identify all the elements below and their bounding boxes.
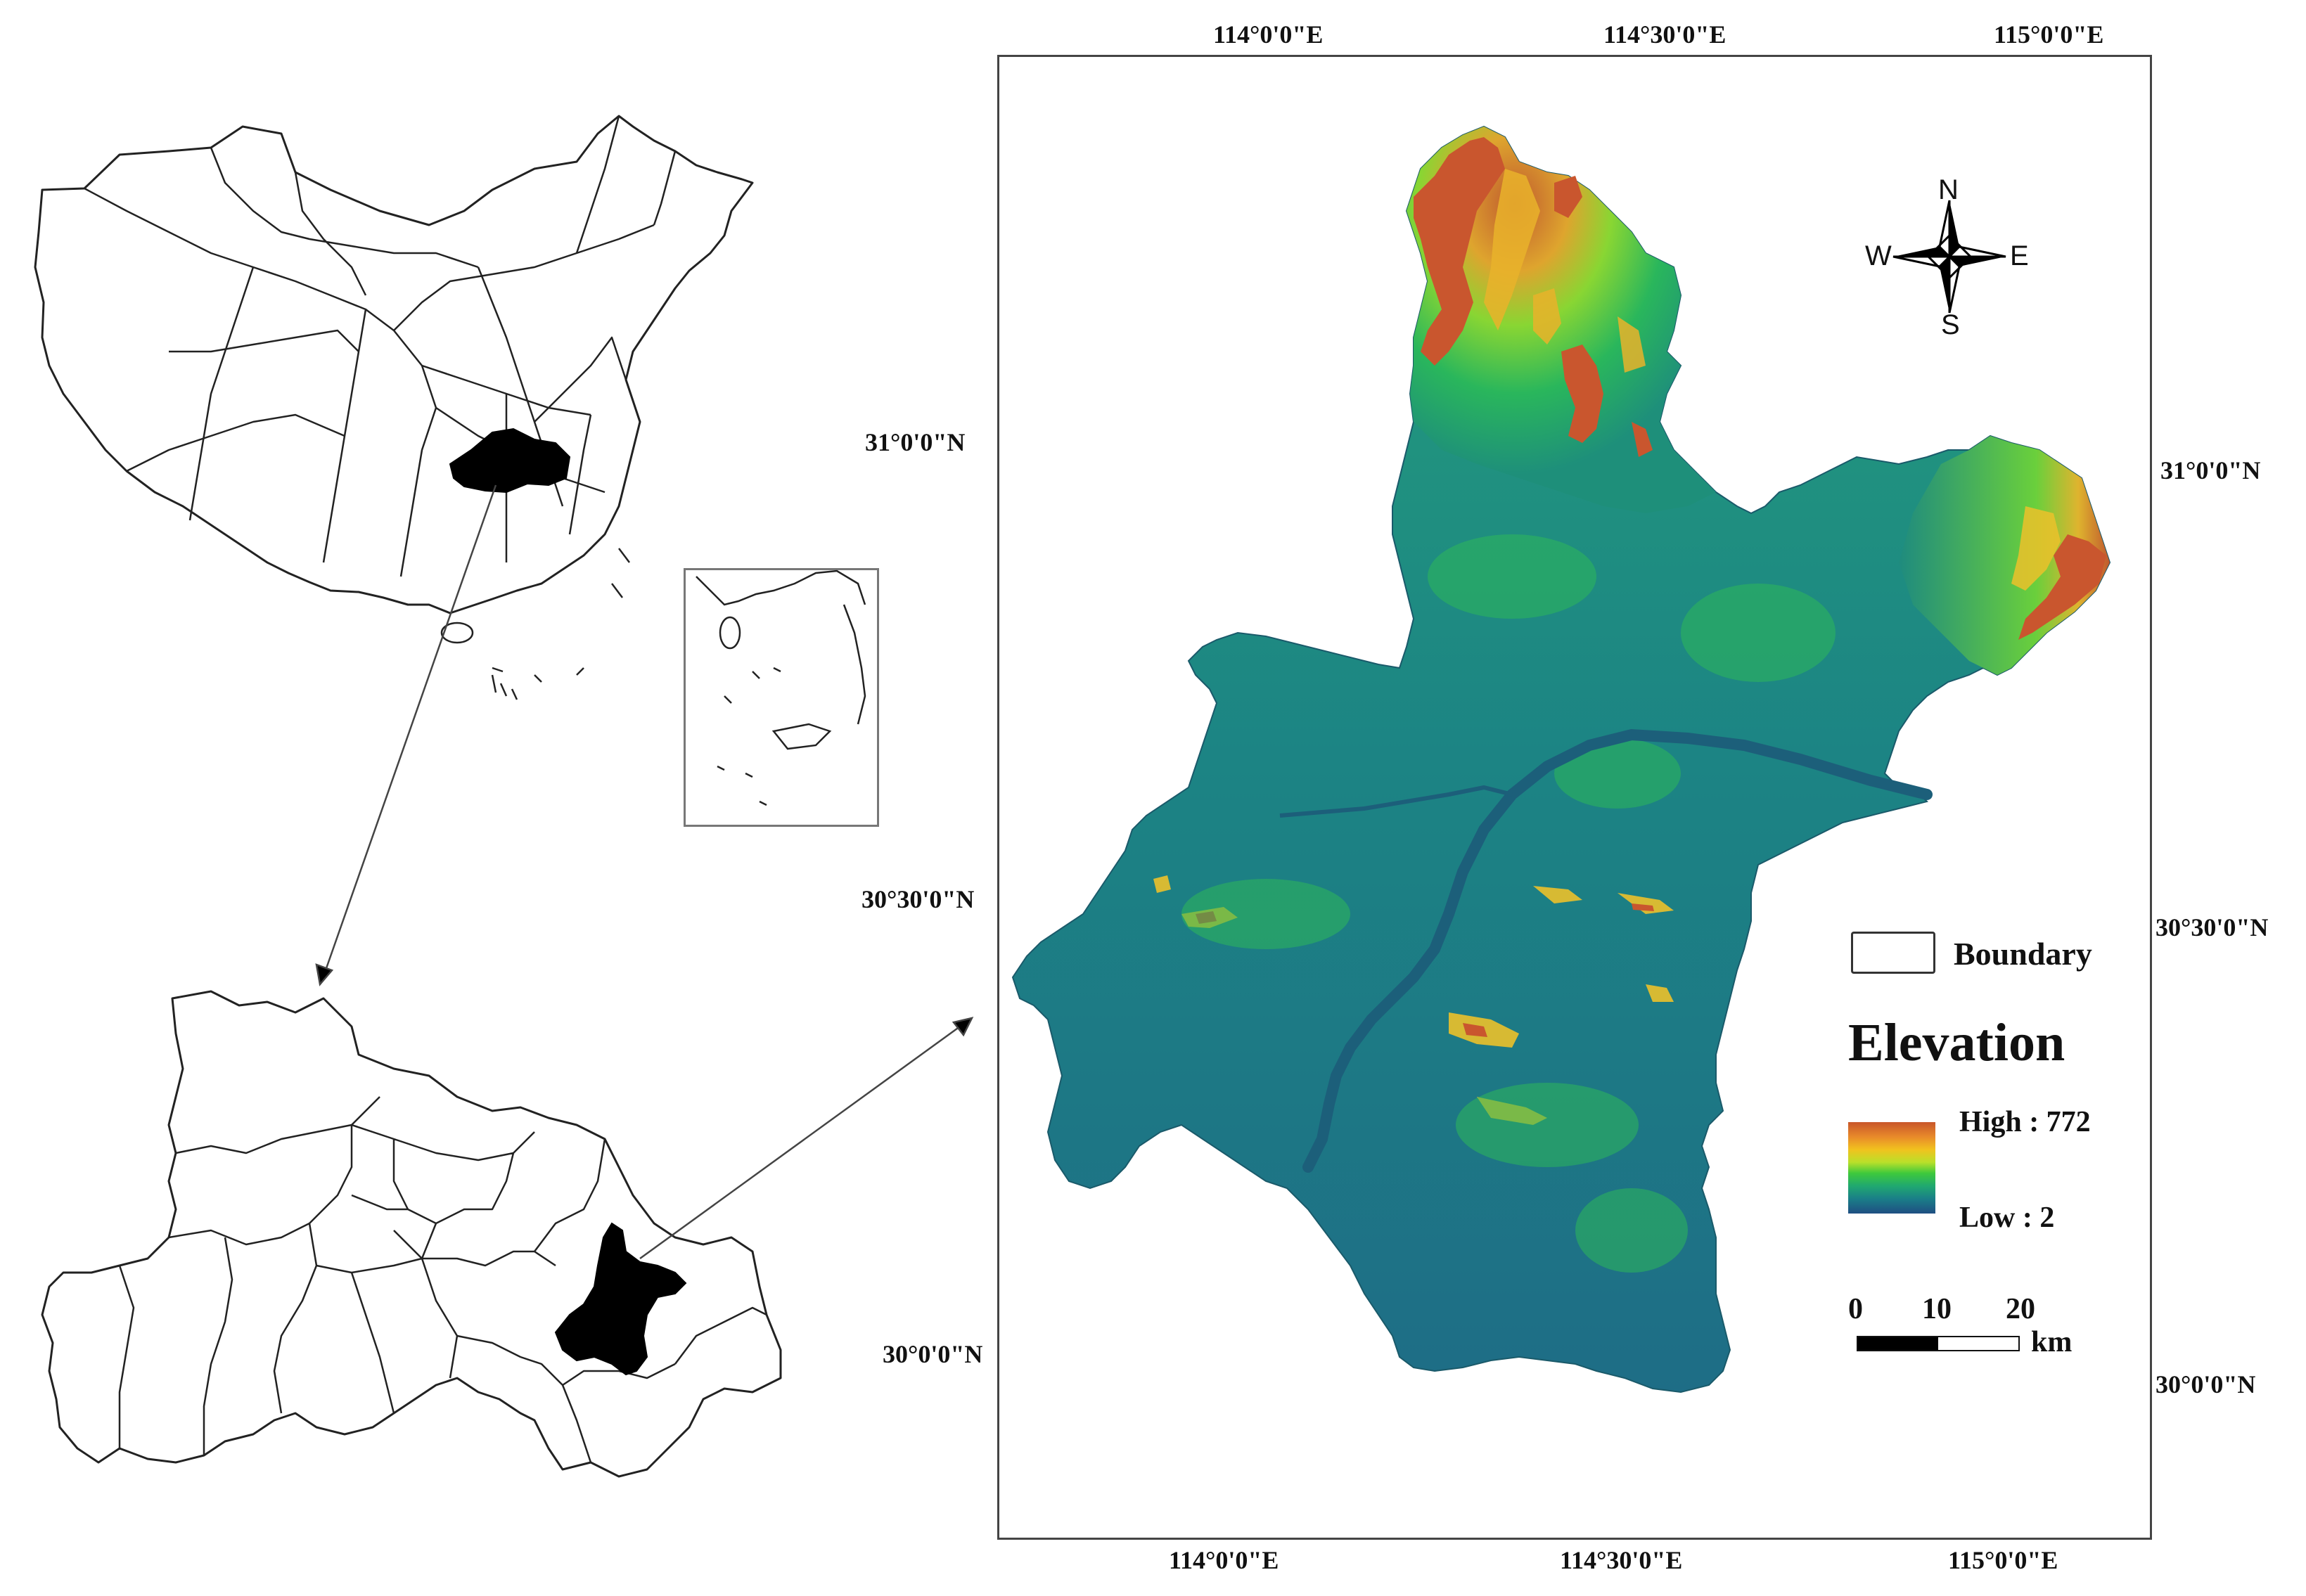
lat-label-right-1: 31°0'0"N	[2160, 456, 2261, 484]
scale-tick-20: 20	[2006, 1293, 2035, 1325]
arrow-head-to-hubei	[315, 963, 334, 986]
china-map	[34, 115, 754, 614]
lat-label-right-2: 30°30'0"N	[2156, 913, 2269, 941]
scale-unit-label: km	[2031, 1326, 2073, 1358]
east-peaks	[2018, 534, 2106, 640]
lat-label-right-3: 30°0'0"N	[2156, 1370, 2256, 1398]
compass-e-label: E	[2010, 240, 2029, 271]
boundary-swatch	[1851, 932, 1935, 974]
lon-label-bottom-2: 114°30'0"E	[1560, 1546, 1683, 1574]
lat-label-left-3: 30°0'0"N	[883, 1340, 983, 1368]
northern-highlands	[1407, 127, 1716, 513]
high-elevation-peaks	[1414, 137, 1653, 457]
elevation-high-label: High : 772	[1959, 1106, 2091, 1138]
compass-s-label: S	[1941, 309, 1960, 340]
mid-elevation-zones	[1484, 169, 1646, 373]
lat-label-left-1: 31°0'0"N	[865, 428, 966, 456]
south-sea-islands	[440, 548, 630, 700]
wuhan-highlight-hubei	[554, 1222, 687, 1376]
lon-label-top-2: 114°30'0"E	[1603, 20, 1727, 49]
elevation-color-ramp	[1848, 1122, 1935, 1214]
lon-label-top-3: 115°0'0"E	[1994, 20, 2104, 49]
china-outline	[34, 115, 754, 614]
compass-w-label: W	[1865, 240, 1892, 271]
compass-n-label: N	[1938, 174, 1959, 205]
scale-tick-10: 10	[1922, 1293, 1952, 1325]
green-mottling	[1181, 534, 1836, 1273]
hubei-highlight-china	[449, 427, 571, 494]
boundary-label: Boundary	[1954, 936, 2092, 972]
lon-label-bottom-3: 115°0'0"E	[1948, 1546, 2058, 1574]
connector-arrows	[315, 484, 974, 1260]
lat-label-left-2: 30°30'0"N	[861, 885, 975, 913]
arrow-head-to-wuhan	[952, 1017, 974, 1037]
elevation-title: Elevation	[1848, 1013, 2065, 1072]
scale-bar	[1857, 1336, 2020, 1351]
scale-tick-0: 0	[1848, 1293, 1863, 1325]
lon-label-top-1: 114°0'0"E	[1213, 20, 1324, 49]
han-river	[1279, 785, 1513, 818]
yangtze-river	[1302, 728, 1933, 1173]
hubei-county-lines	[118, 1096, 767, 1463]
elevation-low-label: Low : 2	[1959, 1202, 2055, 1234]
lon-label-bottom-1: 114°0'0"E	[1169, 1546, 1279, 1574]
east-yellow	[2011, 506, 2061, 591]
scale-bar-fill	[1858, 1337, 1938, 1350]
